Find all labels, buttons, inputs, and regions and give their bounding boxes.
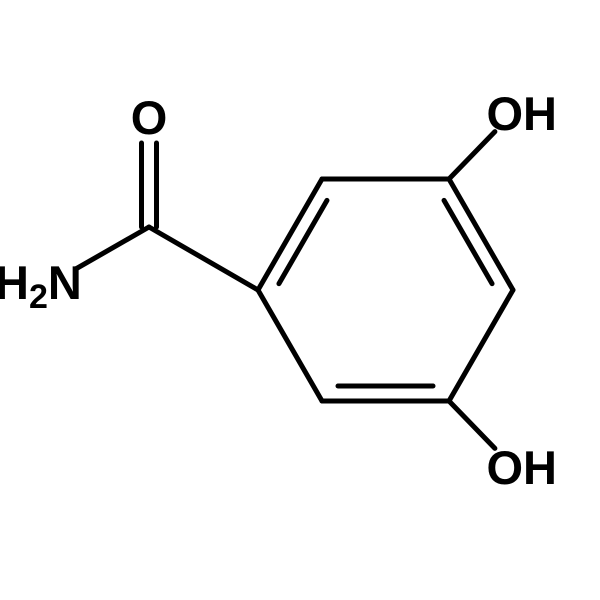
atom-label-o8: O [131,91,168,144]
atom-label-n9: H2N [0,256,82,316]
atom-label-o11: OH [487,441,558,494]
molecule-diagram: O H2N OH OH [0,0,600,600]
atom-label-o10: OH [487,87,558,140]
